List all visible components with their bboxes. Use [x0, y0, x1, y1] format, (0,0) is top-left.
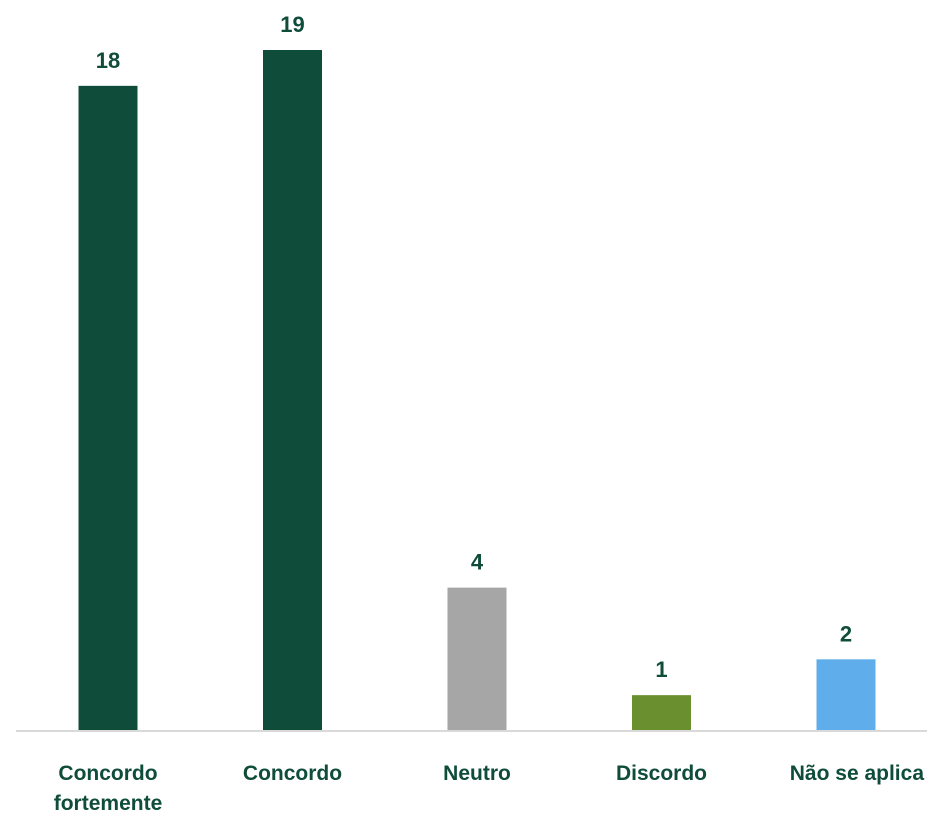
value-label-4: 2 [840, 621, 852, 646]
category-labels-group: Concordo fortemente Concordo Neutro Discordo… [54, 762, 925, 815]
category-label-2: Neutro [443, 762, 511, 785]
category-label-0-line-0: Concordo [58, 762, 157, 785]
category-label-4: Não se aplica [790, 762, 925, 785]
bar-2 [447, 587, 507, 731]
value-label-2: 4 [471, 550, 484, 575]
value-label-3: 1 [655, 657, 667, 682]
bar-4 [816, 659, 876, 731]
category-label-0-line-1: fortemente [54, 792, 163, 815]
category-label-4-line-0: Não se aplica [790, 762, 925, 785]
bars-group [78, 50, 876, 731]
category-label-3: Discordo [616, 762, 707, 785]
value-labels-group: 18 19 4 1 2 [96, 12, 852, 682]
category-label-3-line-0: Discordo [616, 762, 707, 785]
bar-0 [78, 85, 138, 731]
category-label-0: Concordo fortemente [54, 762, 163, 815]
value-label-1: 19 [280, 12, 304, 37]
value-label-0: 18 [96, 48, 120, 73]
category-label-1: Concordo [243, 762, 342, 785]
category-label-1-line-0: Concordo [243, 762, 342, 785]
bar-3 [632, 695, 691, 731]
bar-1 [263, 50, 322, 731]
category-label-2-line-0: Neutro [443, 762, 511, 785]
